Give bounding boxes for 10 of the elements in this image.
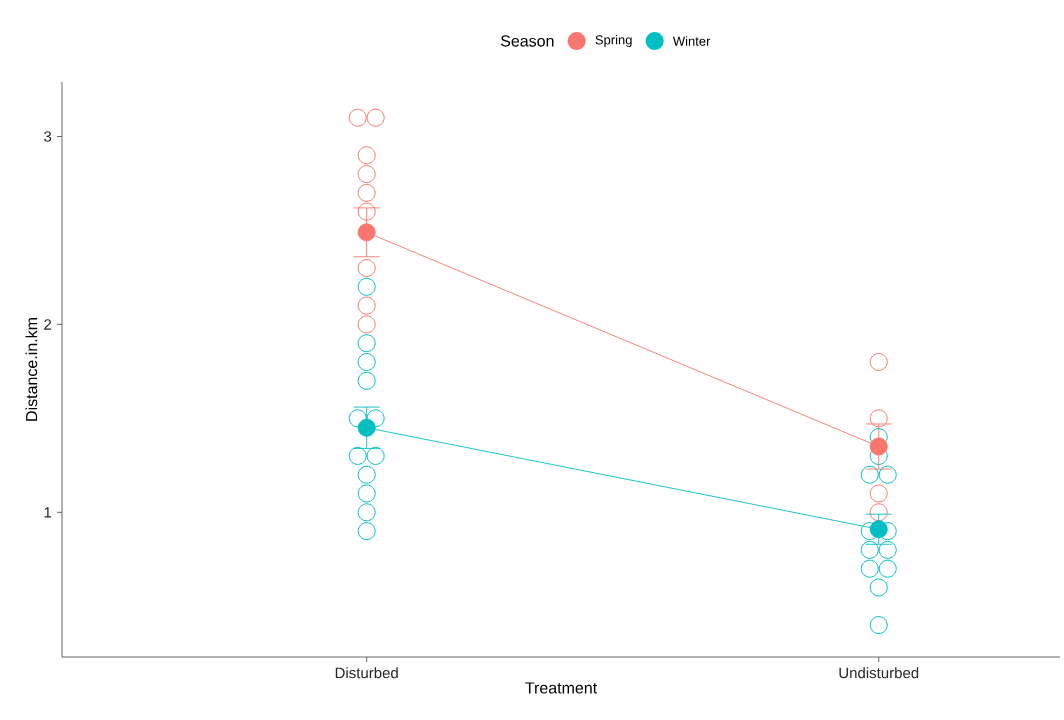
y-tick-label: 3 bbox=[44, 131, 52, 142]
x-axis-title: Treatment bbox=[525, 682, 598, 694]
y-axis-title: Distance.in.km bbox=[25, 318, 38, 421]
legend-title: Season bbox=[500, 35, 554, 47]
x-tick-label: Disturbed bbox=[335, 667, 398, 679]
y-tick-label: 2 bbox=[44, 319, 52, 330]
y-tick-label: 1 bbox=[44, 507, 52, 518]
legend-label: Spring bbox=[595, 34, 632, 48]
x-tick-label: Undisturbed bbox=[839, 667, 919, 679]
legend-label: Winter bbox=[672, 36, 711, 46]
